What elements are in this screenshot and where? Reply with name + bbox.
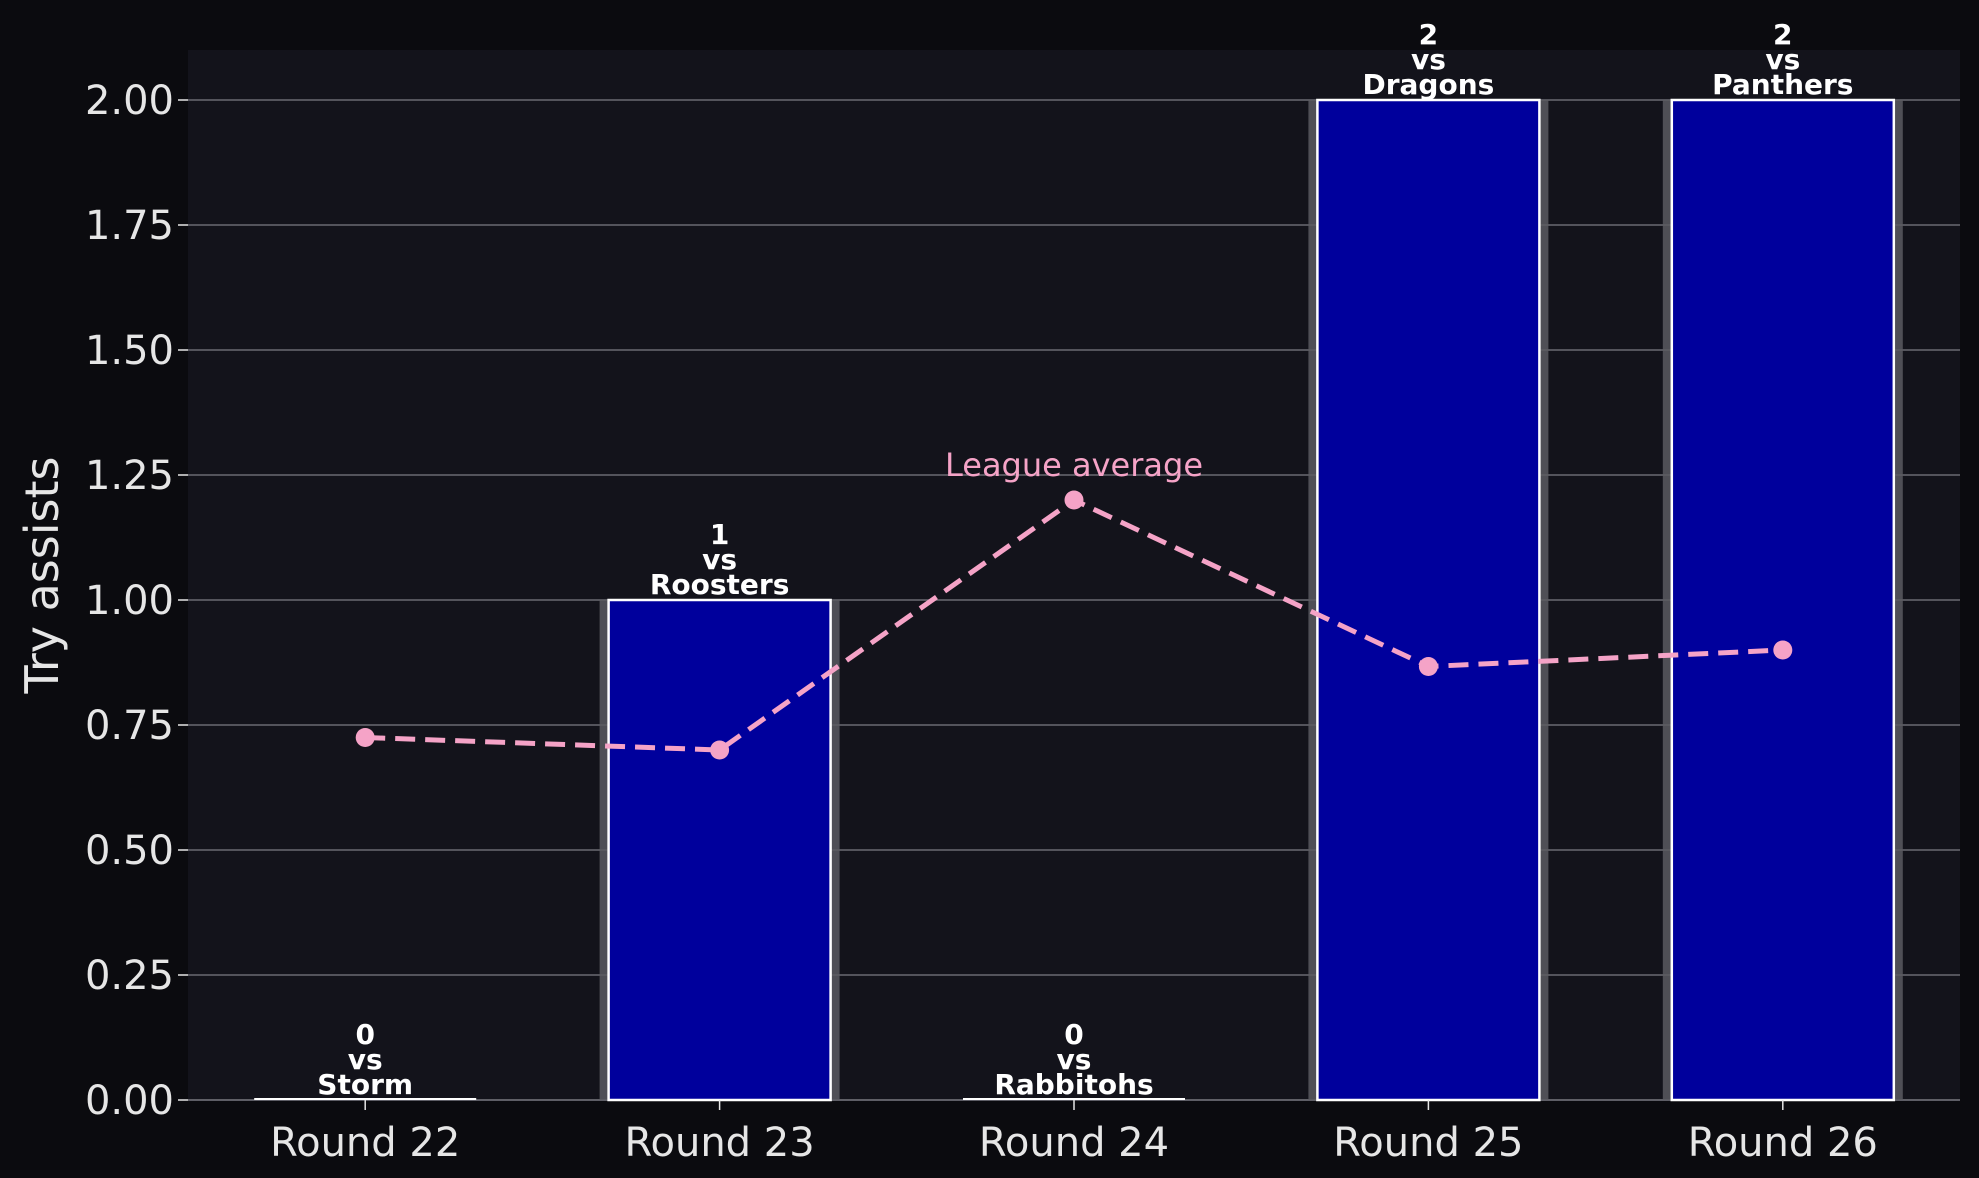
- bar-label-line: Panthers: [1712, 68, 1853, 101]
- x-tick-label: Round 25: [1333, 1120, 1523, 1166]
- x-tick-label: Round 26: [1688, 1120, 1878, 1166]
- bar-labels: 0vsStorm1vsRoosters0vsRabbitohs2vsDragon…: [317, 18, 1853, 1101]
- x-tick-label: Round 24: [979, 1120, 1169, 1166]
- league-average-line: League average: [355, 446, 1793, 760]
- bar-label-line: Dragons: [1362, 68, 1494, 101]
- bar-label-line: vs: [702, 543, 737, 576]
- y-axis-label: Try assists: [15, 457, 69, 695]
- y-tick-label: 2.00: [85, 78, 174, 124]
- x-axis-ticks: Round 22 Round 23 Round 24 Round 25 Round 26: [270, 1100, 1878, 1166]
- y-tick-label: 1.50: [85, 328, 174, 374]
- bar-label-line: 1: [710, 518, 729, 551]
- bar-label-line: 0: [355, 1018, 374, 1051]
- bar-label-line: 2: [1419, 18, 1438, 51]
- average-label: League average: [945, 446, 1203, 484]
- average-point: [1773, 640, 1793, 660]
- y-tick-label: 1.75: [85, 203, 174, 249]
- bar-label-line: vs: [1765, 43, 1800, 76]
- average-point: [1418, 657, 1438, 676]
- y-tick-label: 1.00: [85, 578, 174, 624]
- bar: [1316, 98, 1541, 1102]
- y-axis-ticks: 0.00 0.25 0.50 0.75 1.00 1.25 1.50 1.75 2.00: [85, 78, 188, 1124]
- average-point: [355, 728, 375, 747]
- x-tick-label: Round 22: [270, 1120, 460, 1166]
- bar-label-line: Rabbitohs: [994, 1068, 1153, 1101]
- average-point: [1064, 490, 1084, 510]
- bar: [607, 598, 832, 1102]
- bar-label-line: Roosters: [650, 568, 790, 601]
- average-point: [710, 740, 730, 760]
- bar-label-line: vs: [348, 1043, 383, 1076]
- bar-label-line: 2: [1773, 18, 1792, 51]
- bar-label-line: vs: [1057, 1043, 1092, 1076]
- bar-label-line: 0: [1064, 1018, 1083, 1051]
- bar-label-line: Storm: [317, 1068, 413, 1101]
- x-tick-label: Round 23: [625, 1120, 815, 1166]
- bars: [254, 98, 1903, 1102]
- y-tick-label: 1.25: [85, 453, 174, 499]
- y-tick-label: 0.00: [85, 1078, 174, 1124]
- bar: [1670, 98, 1896, 1102]
- y-tick-label: 0.25: [85, 953, 174, 999]
- y-tick-label: 0.75: [85, 703, 174, 749]
- bar-label-line: vs: [1411, 43, 1446, 76]
- y-tick-label: 0.50: [85, 828, 174, 874]
